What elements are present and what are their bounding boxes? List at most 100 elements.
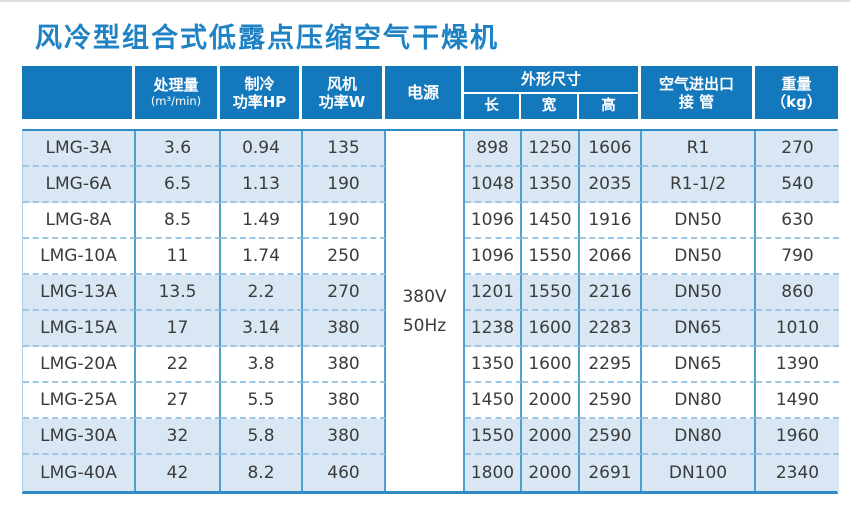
header-weight-line1: 重量 (781, 74, 812, 93)
height-cell: 2295 (580, 347, 642, 383)
header-body-gap (22, 119, 838, 129)
length-cell: 1350 (465, 347, 522, 383)
flow-cell: 6.5 (136, 167, 221, 203)
length-cell: 1048 (465, 167, 522, 203)
header-air-pipe: 空气进出口 接 管 (641, 66, 755, 119)
cooling-power-cell: 1.49 (221, 203, 303, 239)
power-frequency: 50Hz (402, 315, 447, 336)
pipe-cell: DN100 (642, 455, 756, 491)
height-cell: 1916 (580, 203, 642, 239)
header-dimensions: 外形尺寸 (464, 66, 641, 94)
width-cell: 1450 (522, 203, 580, 239)
fan-power-cell: 190 (303, 167, 386, 203)
fan-power-cell: 270 (303, 275, 386, 311)
pipe-cell: DN50 (642, 239, 756, 275)
fan-power-cell: 380 (303, 383, 386, 419)
cooling-power-cell: 3.8 (221, 347, 303, 383)
width-cell: 2000 (522, 383, 580, 419)
fan-power-cell: 460 (303, 455, 386, 491)
header-cooling-power: 制冷 功率HP (220, 66, 302, 119)
table-header: 处理量 (m³/min) 制冷 功率HP 风机 功率W 电源 外形尺寸 长 宽 … (22, 66, 838, 119)
header-flow-unit: (m³/min) (150, 94, 202, 109)
pipe-cell: DN65 (642, 311, 756, 347)
header-cooling-line1: 制冷 (244, 74, 275, 93)
power-supply-merged-cell: 380V 50Hz (386, 131, 465, 491)
pipe-cell: R1 (642, 131, 756, 167)
width-cell: 1350 (522, 167, 580, 203)
model-cell: LMG-8A (23, 203, 136, 239)
model-cell: LMG-13A (23, 275, 136, 311)
flow-cell: 32 (136, 419, 221, 455)
height-cell: 1606 (580, 131, 642, 167)
header-pipe-line2: 接 管 (678, 92, 715, 111)
model-cell: LMG-30A (23, 419, 136, 455)
flow-cell: 13.5 (136, 275, 221, 311)
length-cell: 1800 (465, 455, 522, 491)
height-cell: 2590 (580, 419, 642, 455)
pipe-cell: DN50 (642, 203, 756, 239)
length-cell: 1238 (465, 311, 522, 347)
header-fan-line2: 功率W (318, 92, 366, 111)
header-fan-line1: 风机 (326, 74, 357, 93)
model-cell: LMG-6A (23, 167, 136, 203)
header-dim-length: 长 (464, 94, 521, 119)
spec-table: 处理量 (m³/min) 制冷 功率HP 风机 功率W 电源 外形尺寸 长 宽 … (22, 66, 839, 494)
model-cell: LMG-40A (23, 455, 136, 491)
weight-cell: 1010 (756, 311, 839, 347)
width-cell: 1250 (522, 131, 580, 167)
model-cell: LMG-25A (23, 383, 136, 419)
header-model (22, 66, 135, 119)
header-dim-width: 宽 (521, 94, 579, 119)
cooling-power-cell: 3.14 (221, 311, 303, 347)
power-voltage: 380V (402, 286, 447, 307)
page-title: 风冷型组合式低露点压缩空气干燥机 (35, 23, 499, 54)
weight-cell: 1390 (756, 347, 839, 383)
pipe-cell: DN65 (642, 347, 756, 383)
header-pipe-line1: 空气进出口 (658, 74, 734, 93)
model-cell: LMG-20A (23, 347, 136, 383)
pipe-cell: DN50 (642, 275, 756, 311)
model-cell: LMG-3A (23, 131, 136, 167)
header-flow-label: 处理量 (153, 76, 199, 95)
width-cell: 1600 (522, 347, 580, 383)
fan-power-cell: 380 (303, 311, 386, 347)
weight-cell: 1960 (756, 419, 839, 455)
cooling-power-cell: 1.74 (221, 239, 303, 275)
cooling-power-cell: 1.13 (221, 167, 303, 203)
width-cell: 1600 (522, 311, 580, 347)
height-cell: 2283 (580, 311, 642, 347)
height-cell: 2691 (580, 455, 642, 491)
length-cell: 1096 (465, 203, 522, 239)
header-cooling-line2: 功率HP (232, 92, 287, 111)
weight-cell: 1490 (756, 383, 839, 419)
pipe-cell: R1-1/2 (642, 167, 756, 203)
model-cell: LMG-15A (23, 311, 136, 347)
fan-power-cell: 135 (303, 131, 386, 167)
height-cell: 2066 (580, 239, 642, 275)
flow-cell: 27 (136, 383, 221, 419)
flow-cell: 17 (136, 311, 221, 347)
length-cell: 1201 (465, 275, 522, 311)
pipe-cell: DN80 (642, 419, 756, 455)
length-cell: 1096 (465, 239, 522, 275)
fan-power-cell: 380 (303, 419, 386, 455)
flow-cell: 8.5 (136, 203, 221, 239)
length-cell: 1550 (465, 419, 522, 455)
width-cell: 1550 (522, 239, 580, 275)
weight-cell: 2340 (756, 455, 839, 491)
table-body: 380V 50Hz LMG-3A 3.6 0.94 135 898 1250 1606 R1 2… (22, 129, 839, 494)
height-cell: 2590 (580, 383, 642, 419)
weight-cell: 630 (756, 203, 839, 239)
width-cell: 2000 (522, 455, 580, 491)
flow-cell: 11 (136, 239, 221, 275)
fan-power-cell: 190 (303, 203, 386, 239)
cooling-power-cell: 5.8 (221, 419, 303, 455)
flow-cell: 22 (136, 347, 221, 383)
header-fan-power: 风机 功率W (302, 66, 385, 119)
cooling-power-cell: 5.5 (221, 383, 303, 419)
width-cell: 1550 (522, 275, 580, 311)
header-power-supply: 电源 (385, 66, 464, 119)
weight-cell: 790 (756, 239, 839, 275)
fan-power-cell: 250 (303, 239, 386, 275)
